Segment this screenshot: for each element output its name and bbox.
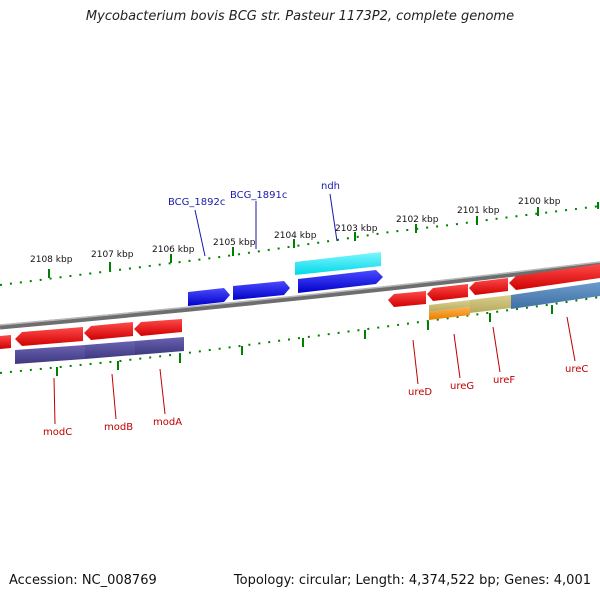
cds-ureF[interactable] bbox=[470, 295, 511, 313]
tick-label-2103: 2103 kbp bbox=[335, 224, 378, 234]
tick-label-2101: 2101 kbp bbox=[457, 206, 500, 216]
reverse-tick-track bbox=[0, 296, 600, 374]
genome-backbone bbox=[0, 261, 600, 330]
reverse-genes-left bbox=[0, 319, 184, 364]
tick-label-2107: 2107 kbp bbox=[91, 250, 134, 260]
gene-modA[interactable] bbox=[134, 319, 182, 336]
tick-label-2100: 2100 kbp bbox=[518, 197, 561, 207]
label-ureC[interactable]: ureC bbox=[565, 364, 588, 375]
gene-ureD[interactable] bbox=[388, 291, 426, 307]
cds-ureG-khaki[interactable] bbox=[429, 300, 470, 312]
tick-label-2105: 2105 kbp bbox=[213, 238, 256, 248]
label-bcg1891c[interactable]: BCG_1891c bbox=[230, 190, 287, 201]
forward-major-ticks bbox=[48, 202, 599, 278]
label-ureD[interactable]: ureD bbox=[408, 387, 432, 398]
tick-label-2104: 2104 kbp bbox=[274, 231, 317, 241]
label-modB[interactable]: modB bbox=[104, 422, 133, 433]
reverse-genes-right bbox=[388, 264, 600, 320]
genome-summary-text: Topology: circular; Length: 4,374,522 bp… bbox=[233, 573, 591, 588]
cds-ureC[interactable] bbox=[511, 282, 600, 309]
tick-label-2106: 2106 kbp bbox=[152, 245, 195, 255]
forward-gene-labels: BCG_1892c BCG_1891c ndh bbox=[168, 181, 340, 257]
label-bcg1892c[interactable]: BCG_1892c bbox=[168, 197, 225, 208]
label-modA[interactable]: modA bbox=[153, 417, 182, 428]
gene-ndh[interactable] bbox=[298, 270, 383, 293]
cds-ndh[interactable] bbox=[295, 252, 381, 275]
label-ureG[interactable]: ureG bbox=[450, 381, 474, 392]
gene-ureF[interactable] bbox=[469, 278, 508, 295]
label-ureF[interactable]: ureF bbox=[493, 375, 515, 386]
reverse-gene-labels: modC modB modA ureD ureG ureF ureC bbox=[43, 316, 588, 438]
label-ndh[interactable]: ndh bbox=[321, 181, 340, 192]
reverse-major-ticks bbox=[56, 305, 553, 376]
cds-ureG-orange[interactable] bbox=[429, 307, 470, 320]
gene-bcg1891c[interactable] bbox=[233, 281, 290, 300]
forward-genes bbox=[188, 252, 383, 306]
tick-label-2108: 2108 kbp bbox=[30, 255, 73, 265]
tick-label-2102: 2102 kbp bbox=[396, 215, 439, 225]
gene-ureC[interactable] bbox=[509, 264, 600, 290]
gene-modB[interactable] bbox=[84, 322, 133, 340]
cds-modC[interactable] bbox=[15, 345, 85, 364]
map-title: Mycobacterium bovis BCG str. Pasteur 117… bbox=[85, 9, 515, 24]
gene-bcg1892c[interactable] bbox=[188, 288, 230, 306]
gene-left-partial[interactable] bbox=[0, 335, 11, 349]
gene-modC[interactable] bbox=[15, 327, 83, 346]
cds-modB[interactable] bbox=[85, 341, 135, 359]
gene-ureG[interactable] bbox=[427, 284, 468, 301]
accession-text: Accession: NC_008769 bbox=[9, 573, 157, 588]
label-modC[interactable]: modC bbox=[43, 427, 72, 438]
cds-modA[interactable] bbox=[135, 337, 184, 355]
